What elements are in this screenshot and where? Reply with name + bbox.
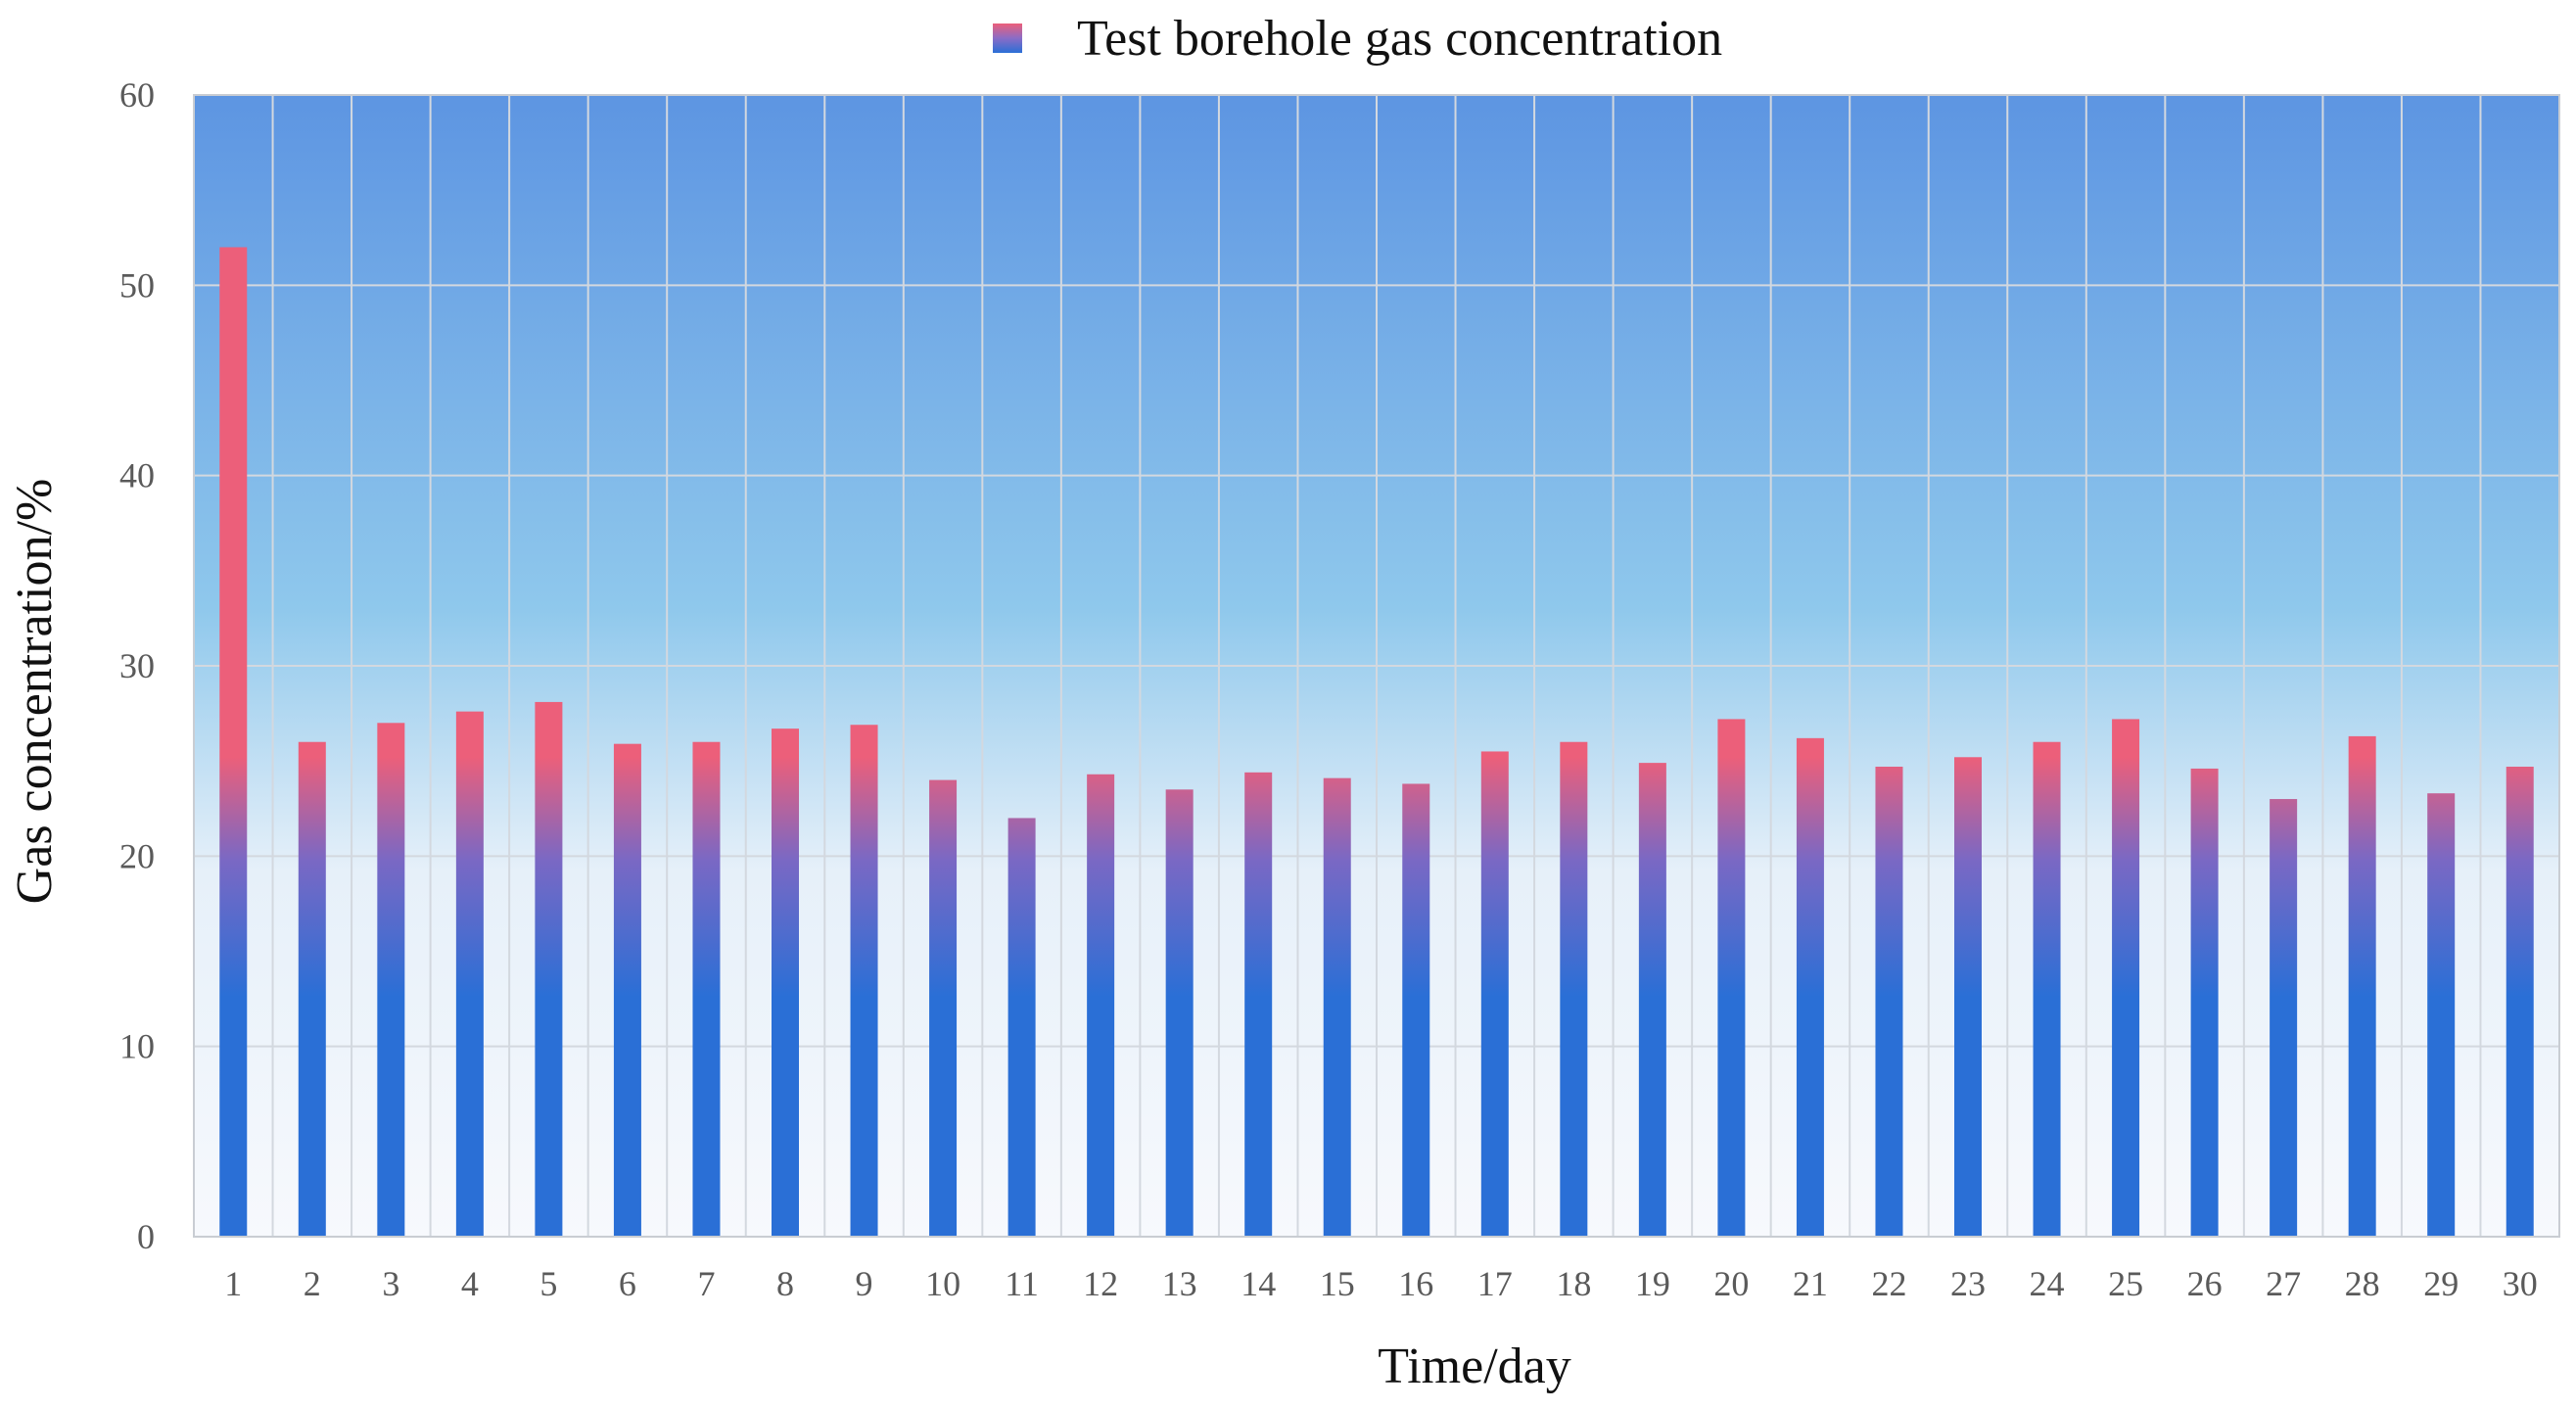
x-tick-label: 16: [1398, 1264, 1433, 1303]
x-tick-label: 20: [1713, 1264, 1749, 1303]
x-tick-label: 26: [2187, 1264, 2223, 1303]
bar-day-21: [1796, 737, 1824, 1237]
bar-day-10: [929, 779, 958, 1237]
bar-day-29: [2427, 793, 2456, 1237]
grid-lines: [194, 94, 2559, 1238]
y-tick-label: 30: [119, 646, 155, 685]
x-tick-label: 3: [382, 1264, 399, 1303]
bar-day-26: [2190, 768, 2219, 1237]
x-tick-label: 6: [619, 1264, 636, 1303]
bar-day-6: [613, 743, 641, 1237]
bar-day-9: [850, 725, 878, 1237]
x-tick-label: 15: [1320, 1264, 1355, 1303]
y-tick-label: 60: [119, 75, 155, 115]
bar-day-12: [1087, 774, 1115, 1237]
x-tick-label: 11: [1005, 1264, 1039, 1303]
x-tick-label: 9: [856, 1264, 873, 1303]
x-tick-label: 24: [2030, 1264, 2065, 1303]
x-tick-label: 30: [2503, 1264, 2538, 1303]
bar-day-30: [2506, 766, 2534, 1237]
bars: [219, 247, 2534, 1237]
bar-day-25: [2112, 719, 2140, 1237]
x-tick-label: 21: [1793, 1264, 1828, 1303]
y-axis-ticks: 0 10 20 30 40 50 60: [119, 75, 155, 1256]
x-tick-label: 28: [2345, 1264, 2380, 1303]
legend-label: Test borehole gas concentration: [1077, 11, 1722, 67]
x-tick-label: 14: [1241, 1264, 1276, 1303]
x-tick-label: 23: [1950, 1264, 1986, 1303]
plot-frame: [193, 94, 2560, 1238]
legend-swatch: [993, 24, 1022, 53]
bar-day-19: [1638, 763, 1666, 1237]
x-tick-label: 17: [1477, 1264, 1513, 1303]
bar-day-16: [1402, 783, 1430, 1237]
y-tick-label: 50: [119, 265, 155, 305]
x-tick-label: 1: [224, 1264, 242, 1303]
x-tick-label: 5: [539, 1264, 557, 1303]
x-tick-label: 25: [2108, 1264, 2143, 1303]
bar-day-18: [1560, 741, 1588, 1237]
x-tick-label: 27: [2266, 1264, 2301, 1303]
y-tick-label: 10: [119, 1027, 155, 1066]
x-tick-label: 8: [776, 1264, 794, 1303]
bar-day-11: [1007, 818, 1036, 1237]
bar-day-1: [219, 247, 248, 1237]
bar-day-14: [1244, 772, 1273, 1237]
bar-day-15: [1323, 777, 1351, 1237]
x-tick-label: 13: [1162, 1264, 1197, 1303]
bar-day-23: [1954, 757, 1982, 1237]
bar-day-22: [1875, 766, 1903, 1237]
x-axis-ticks: 1 2 3 4 5 6 7 8 9 10 11 12 13 14 15 16 17 18 19 20 21 22 23 24 2…: [224, 1264, 2537, 1303]
y-tick-label: 0: [137, 1217, 155, 1256]
x-tick-label: 4: [461, 1264, 479, 1303]
bar-day-20: [1717, 719, 1746, 1237]
bar-day-7: [692, 741, 721, 1237]
x-tick-label: 22: [1871, 1264, 1906, 1303]
x-axis-title: Time/day: [1378, 1339, 1570, 1394]
bar-day-8: [772, 728, 799, 1237]
x-tick-label: 10: [925, 1264, 960, 1303]
x-tick-label: 19: [1635, 1264, 1670, 1303]
legend: Test borehole gas concentration: [993, 11, 1722, 67]
bar-day-5: [535, 701, 563, 1237]
bar-day-3: [377, 723, 405, 1237]
bar-day-27: [2270, 799, 2298, 1237]
bar-day-17: [1480, 751, 1509, 1237]
x-tick-label: 2: [304, 1264, 321, 1303]
x-tick-label: 7: [697, 1264, 715, 1303]
bar-day-13: [1165, 789, 1194, 1237]
x-tick-label: 29: [2423, 1264, 2459, 1303]
y-axis-title: Gas concentration/%: [7, 479, 63, 905]
bar-day-2: [298, 741, 326, 1237]
x-tick-label: 18: [1556, 1264, 1591, 1303]
bar-day-4: [455, 711, 484, 1237]
bar-day-28: [2348, 735, 2376, 1237]
y-tick-label: 40: [119, 456, 155, 495]
x-tick-label: 12: [1083, 1264, 1118, 1303]
bar-day-24: [2033, 741, 2061, 1237]
y-tick-label: 20: [119, 836, 155, 875]
